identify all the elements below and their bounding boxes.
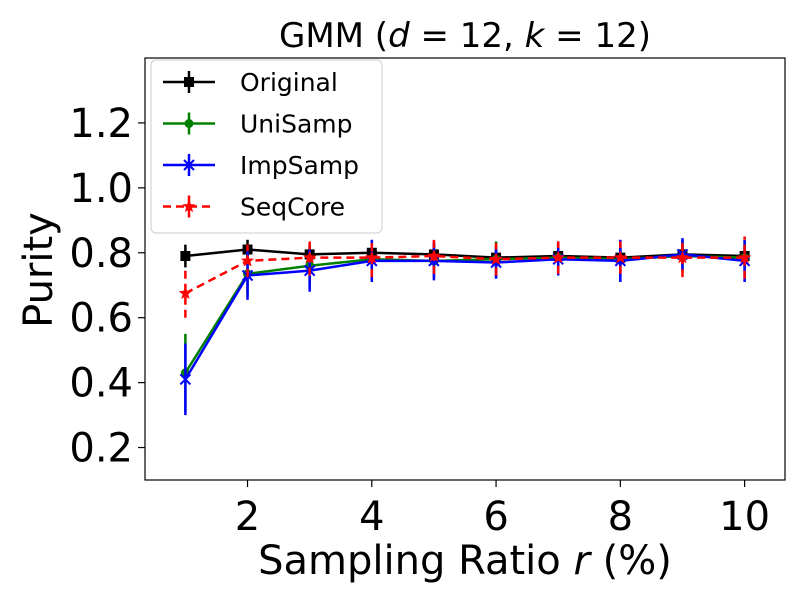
data-point bbox=[180, 251, 191, 262]
y-tick-label: 1.2 bbox=[69, 101, 133, 147]
series-line bbox=[184, 253, 745, 381]
axes-frame bbox=[144, 57, 786, 481]
data-point bbox=[240, 253, 255, 267]
legend-item-impsamp: ImpSamp bbox=[163, 151, 359, 180]
data-point bbox=[427, 249, 441, 262]
legend-box bbox=[150, 59, 383, 234]
data-point bbox=[184, 119, 194, 128]
data-point bbox=[428, 255, 440, 267]
data-point bbox=[365, 250, 379, 264]
y-tick-label: 1.0 bbox=[69, 166, 133, 212]
series-line bbox=[184, 254, 745, 295]
series-seqcore bbox=[178, 236, 752, 318]
data-point bbox=[183, 159, 195, 171]
legend-label: ImpSamp bbox=[240, 151, 359, 180]
x-tick-label: 8 bbox=[608, 494, 633, 540]
y-axis: 0.2 0.4 0.6 0.8 1.0 1.2 bbox=[69, 101, 145, 472]
x-axis: 2 4 6 8 10 bbox=[235, 480, 770, 540]
plot-area bbox=[178, 236, 752, 416]
data-point bbox=[551, 250, 565, 264]
legend: Original UniSamp ImpSamp SeqCore bbox=[150, 59, 383, 234]
y-tick-label: 0.6 bbox=[69, 296, 133, 342]
legend-item-original: Original bbox=[163, 68, 338, 97]
data-point bbox=[182, 199, 196, 213]
data-point bbox=[489, 252, 503, 265]
y-tick-label: 0.2 bbox=[69, 426, 133, 472]
y-tick-label: 0.8 bbox=[69, 231, 133, 277]
x-tick-label: 2 bbox=[235, 494, 260, 540]
data-point bbox=[179, 373, 192, 386]
x-axis-label: Sampling Ratio r (%) bbox=[258, 538, 672, 584]
x-tick-label: 6 bbox=[483, 494, 508, 540]
chart-title: GMM (d = 12, k = 12) bbox=[279, 16, 651, 56]
series-line bbox=[185, 248, 745, 259]
legend-label: UniSamp bbox=[240, 110, 353, 139]
series-unisamp bbox=[180, 239, 750, 412]
data-point bbox=[675, 250, 690, 264]
y-tick-label: 0.4 bbox=[69, 361, 133, 407]
data-point bbox=[613, 250, 627, 264]
data-point bbox=[184, 77, 194, 87]
data-point bbox=[303, 250, 317, 264]
y-axis-label: Purity bbox=[16, 212, 62, 328]
series-original bbox=[180, 239, 750, 268]
legend-label: SeqCore bbox=[240, 193, 345, 222]
x-tick-label: 4 bbox=[359, 494, 384, 540]
data-point bbox=[737, 250, 752, 264]
legend-item-seqcore: SeqCore bbox=[163, 193, 345, 222]
series-impsamp bbox=[179, 238, 751, 416]
legend-item-unisamp: UniSamp bbox=[163, 110, 353, 139]
data-point bbox=[178, 286, 193, 300]
x-tick-label: 10 bbox=[719, 494, 770, 540]
legend-label: Original bbox=[240, 68, 338, 97]
